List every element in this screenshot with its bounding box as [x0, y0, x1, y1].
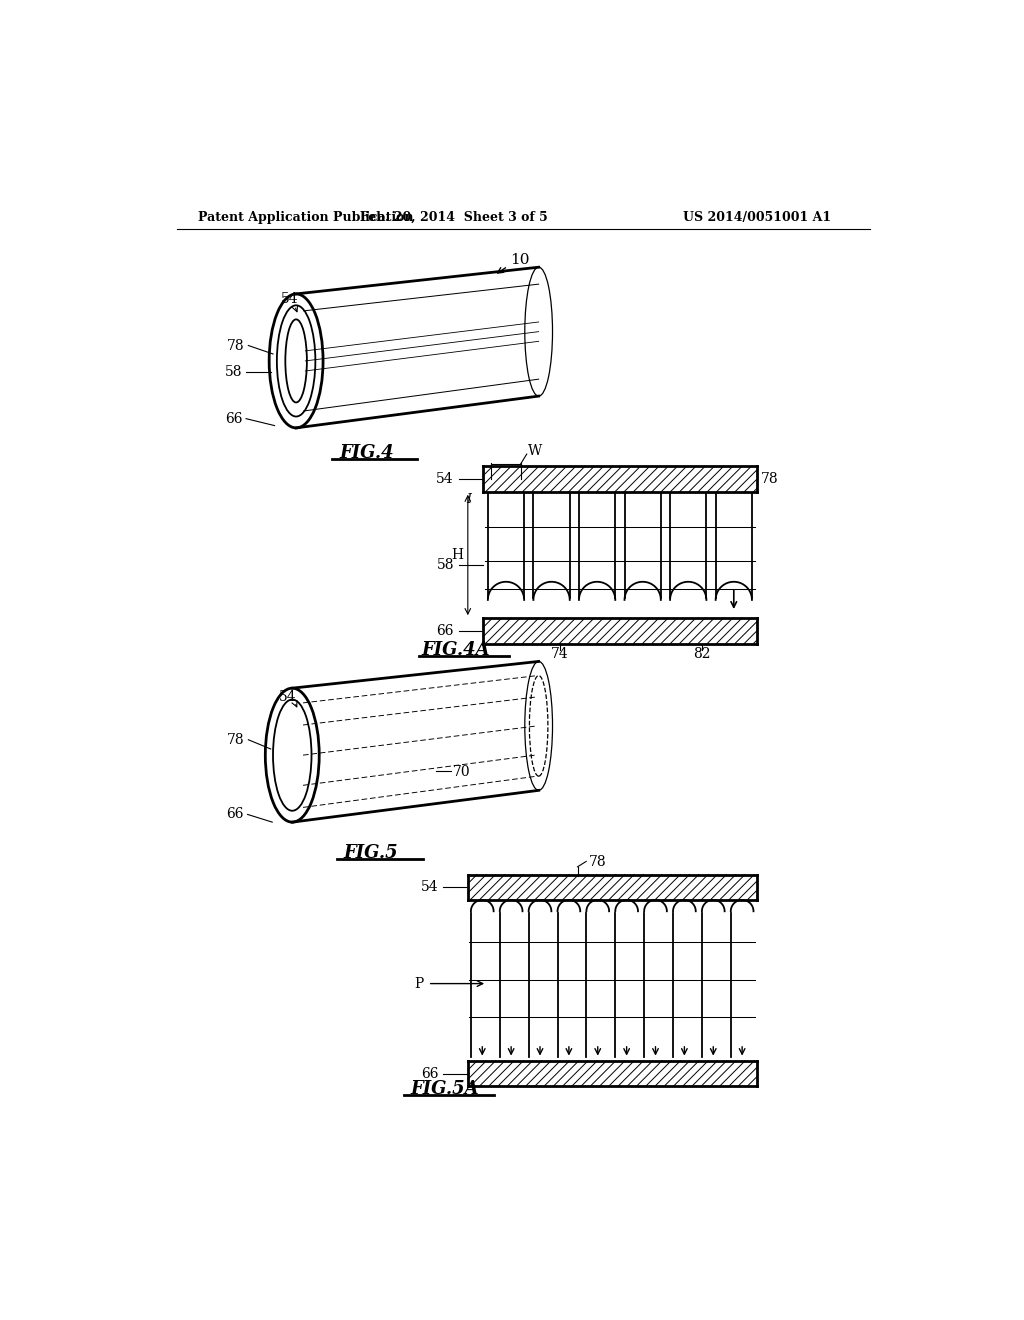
Text: W: W — [528, 444, 543, 458]
Text: FIG.4: FIG.4 — [340, 445, 394, 462]
Text: 58: 58 — [436, 558, 454, 572]
Text: 82: 82 — [693, 647, 711, 661]
Text: 74: 74 — [551, 647, 568, 661]
Text: 54: 54 — [421, 880, 438, 894]
Text: 66: 66 — [224, 412, 243, 425]
Text: FIG.5A: FIG.5A — [411, 1080, 479, 1097]
Text: Feb. 20, 2014  Sheet 3 of 5: Feb. 20, 2014 Sheet 3 of 5 — [360, 211, 548, 224]
Text: 78: 78 — [589, 855, 606, 869]
Text: 66: 66 — [226, 808, 244, 821]
Text: US 2014/0051001 A1: US 2014/0051001 A1 — [683, 211, 831, 224]
Text: 54: 54 — [436, 473, 454, 486]
Text: 66: 66 — [421, 1067, 438, 1081]
Text: Patent Application Publication: Patent Application Publication — [199, 211, 414, 224]
Text: 66: 66 — [436, 624, 454, 638]
Text: 78: 78 — [227, 338, 245, 352]
Text: 58: 58 — [224, 364, 243, 379]
Text: FIG.4A: FIG.4A — [421, 640, 489, 659]
Text: 70: 70 — [453, 766, 470, 779]
Text: I: I — [467, 492, 472, 506]
Text: 78: 78 — [227, 733, 245, 747]
Text: 78: 78 — [761, 473, 778, 486]
Text: 54: 54 — [282, 292, 299, 306]
Text: 54: 54 — [279, 689, 297, 704]
Text: P: P — [414, 977, 423, 990]
Text: 10: 10 — [510, 253, 529, 267]
Text: FIG.5: FIG.5 — [343, 843, 398, 862]
Text: H: H — [452, 548, 463, 562]
